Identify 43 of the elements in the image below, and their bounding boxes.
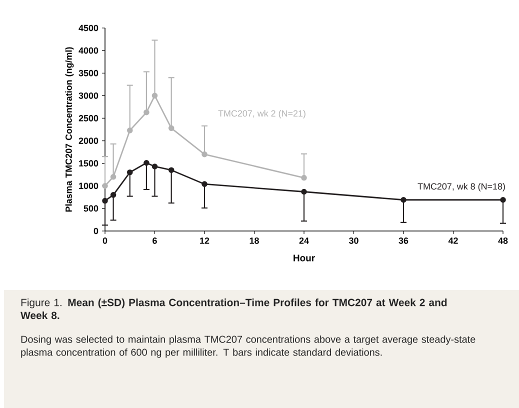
point <box>202 151 208 158</box>
y-tick-label: 1500 <box>79 160 98 167</box>
point <box>202 181 208 187</box>
point <box>144 109 150 116</box>
point <box>168 167 174 173</box>
x-tick-label: 0 <box>102 238 108 244</box>
x-tick-label: 24 <box>299 238 309 244</box>
point <box>126 128 133 134</box>
y-tick-label: 2500 <box>78 115 98 122</box>
x-tick-label: 18 <box>250 238 259 244</box>
y-tick-label: 2000 <box>78 138 98 144</box>
x-axis-title: Hour <box>294 254 315 262</box>
point <box>102 182 108 189</box>
point <box>168 125 174 132</box>
y-tick-label: 500 <box>84 205 98 212</box>
point <box>110 192 116 198</box>
x-tick-label: 42 <box>448 238 458 244</box>
text: Dosing was selected to maintain plasma TMC207 concentrations above a target average steady-state plasma concentration of 600 ng per milliliter. T bars indicate standard deviations. <box>21 336 476 358</box>
text: Figure 1. Mean (±SD) Plasma Concentration–Time Profiles for TMC207 at Week 2 and Week 8. <box>20 298 447 320</box>
x-tick-label: 30 <box>348 238 358 244</box>
point <box>152 92 158 99</box>
point <box>301 188 307 195</box>
point <box>500 196 506 203</box>
point <box>301 174 307 181</box>
y-tick-label: 3500 <box>78 70 98 76</box>
y-tick-label: 1000 <box>79 182 98 190</box>
point <box>152 164 158 170</box>
point <box>126 169 133 176</box>
x-tick-label: 12 <box>200 238 210 244</box>
text: TMC207, wk 2 (N=21) <box>218 110 306 118</box>
y-axis-title: Plasma TMC207 Concentration (ng/ml) <box>65 47 74 212</box>
point <box>102 198 108 204</box>
x-tick-label: 48 <box>498 238 508 244</box>
y-tick-label: 3000 <box>78 92 98 99</box>
x-tick-label: 36 <box>398 238 408 244</box>
point <box>110 174 116 180</box>
series-label: TMC207, wk 8 (N=18) <box>418 182 505 192</box>
point <box>400 196 406 203</box>
point <box>144 160 150 166</box>
y-tick-label: 4000 <box>78 47 98 54</box>
x-tick-label: 6 <box>152 238 157 244</box>
y-tick-label: 4500 <box>78 24 98 32</box>
y-tick-label: 0 <box>94 228 98 234</box>
